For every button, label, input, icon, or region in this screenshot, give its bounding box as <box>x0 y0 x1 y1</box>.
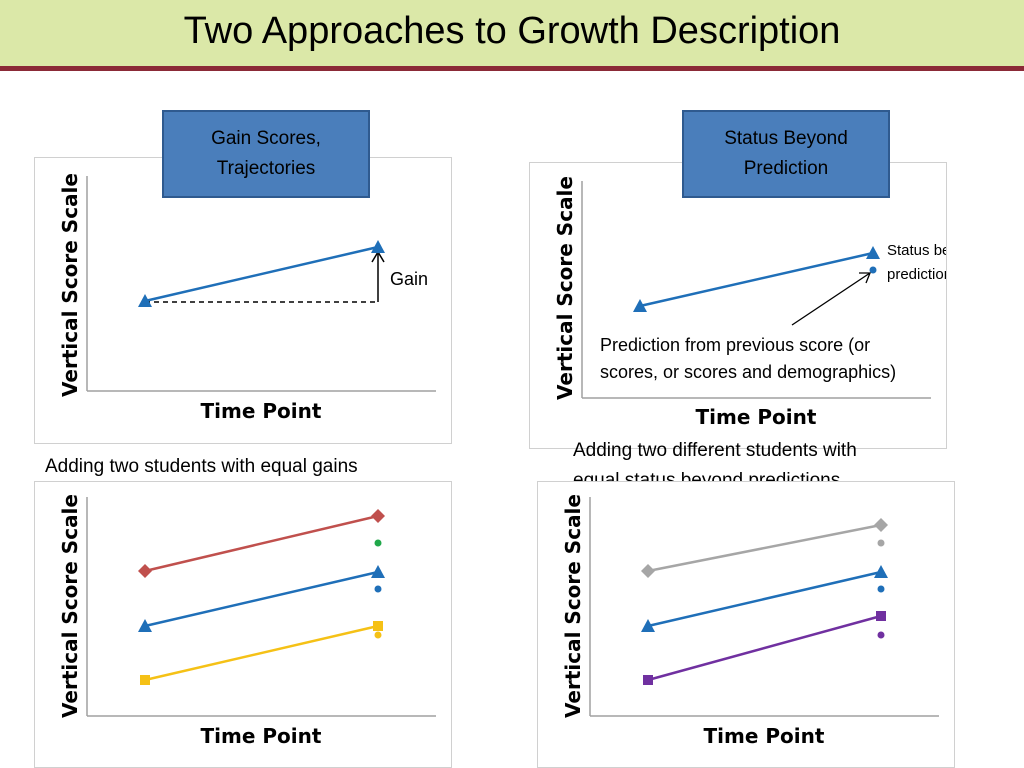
blue-line <box>144 570 379 628</box>
gain-box-line1: Gain Scores, <box>211 128 321 149</box>
triangle-marker-icon <box>138 619 152 632</box>
panel-gain-scores: Vertical Score Scale Time Point Gain <box>34 157 452 444</box>
arrow-icon <box>791 272 871 326</box>
gray-line <box>647 523 882 573</box>
equal-gains-chart: Vertical Score Scale Time Point <box>58 494 436 748</box>
page-title: Two Approaches to Growth Description <box>183 10 841 52</box>
panel-status-beyond-prediction: Vertical Score Scale Time Point Status b… <box>529 162 947 449</box>
y-axis-label: Vertical Score Scale <box>58 494 82 718</box>
triangle-marker-icon <box>138 294 152 307</box>
arrow-head-icon <box>859 272 871 284</box>
x-axis-label: Time Point <box>696 405 817 429</box>
square-marker-icon <box>373 621 383 631</box>
square-marker-icon <box>643 675 653 685</box>
title-bar <box>0 0 1024 66</box>
diamond-marker-icon <box>371 509 385 523</box>
triangle-marker-icon <box>371 565 385 578</box>
dot-marker-icon <box>869 266 877 274</box>
x-axis-label: Time Point <box>704 724 825 748</box>
dot-marker-icon <box>374 539 382 547</box>
gain-label: Gain <box>390 269 428 289</box>
trajectory-line <box>639 251 874 308</box>
y-axis-label: Vertical Score Scale <box>561 494 585 718</box>
trajectory-line <box>144 245 379 303</box>
status-chart: Vertical Score Scale Time Point Status b… <box>553 176 946 429</box>
purple-line <box>647 614 882 682</box>
triangle-marker-icon <box>371 240 385 253</box>
gain-scores-box: Gain Scores, Trajectories <box>162 110 370 198</box>
status-box-line1: Status Beyond <box>724 128 848 149</box>
status-beyond-label-2: prediction <box>887 266 946 283</box>
panel-equal-status: Vertical Score Scale Time Point <box>537 481 955 768</box>
triangle-marker-icon <box>866 246 880 259</box>
gain-chart: Vertical Score Scale Time Point Gain <box>58 173 436 423</box>
red-line <box>144 514 379 573</box>
blue-line <box>647 570 882 628</box>
square-marker-icon <box>140 675 150 685</box>
y-axis-label: Vertical Score Scale <box>58 173 82 397</box>
status-box-line2: Prediction <box>743 158 829 179</box>
caption-bottom-left: Adding two students with equal gains <box>45 456 358 477</box>
dot-marker-icon <box>877 539 885 547</box>
dot-marker-icon <box>877 585 885 593</box>
gain-box-line2: Trajectories <box>216 158 316 179</box>
yellow-line <box>144 624 379 682</box>
triangle-marker-icon <box>633 299 647 312</box>
status-beyond-prediction-box: Status Beyond Prediction <box>682 110 890 198</box>
diamond-marker-icon <box>874 518 888 532</box>
x-axis-label: Time Point <box>201 399 322 423</box>
diamond-marker-icon <box>641 564 655 578</box>
caption-bottom-right-line1: Adding two different students with <box>573 440 857 461</box>
triangle-marker-icon <box>641 619 655 632</box>
square-marker-icon <box>876 611 886 621</box>
title-rule <box>0 66 1024 71</box>
x-axis-label: Time Point <box>201 724 322 748</box>
prediction-label-1: Prediction from previous score (or <box>600 335 870 355</box>
dot-marker-icon <box>374 631 382 639</box>
panel-equal-gains: Vertical Score Scale Time Point <box>34 481 452 768</box>
y-axis-label: Vertical Score Scale <box>553 176 577 400</box>
diamond-marker-icon <box>138 564 152 578</box>
status-beyond-label-1: Status beyond <box>887 242 946 259</box>
prediction-label-2: scores, or scores and demographics) <box>600 362 896 382</box>
dot-marker-icon <box>877 631 885 639</box>
equal-status-chart: Vertical Score Scale Time Point <box>561 494 939 748</box>
triangle-marker-icon <box>874 565 888 578</box>
dot-marker-icon <box>374 585 382 593</box>
